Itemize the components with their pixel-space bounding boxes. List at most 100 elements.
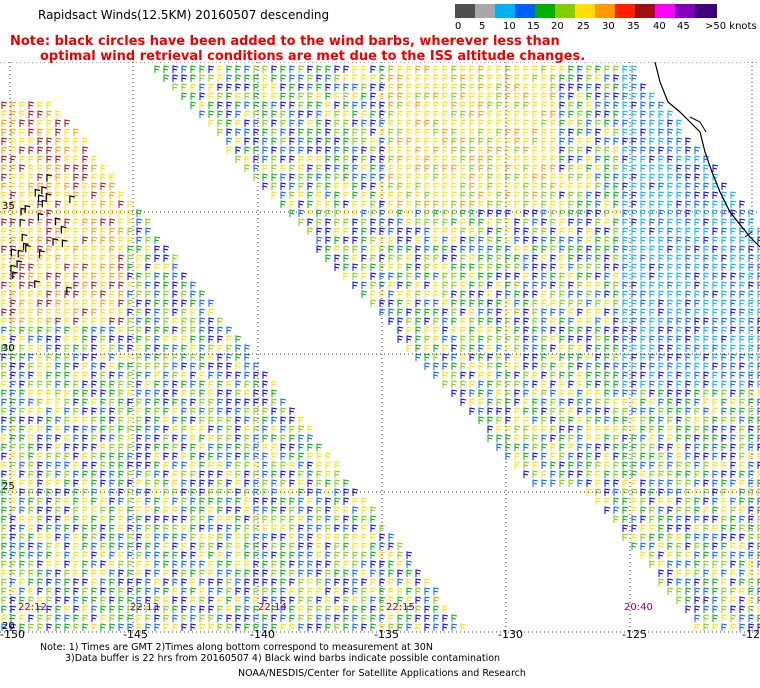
wind-barb	[361, 137, 368, 145]
wind-barb	[118, 380, 125, 388]
wind-barb	[10, 578, 17, 586]
wind-barb	[667, 497, 674, 505]
wind-barb	[343, 533, 350, 541]
wind-barb	[28, 578, 35, 586]
wind-barb	[532, 407, 539, 415]
wind-barb	[469, 407, 476, 415]
wind-barb	[307, 74, 314, 82]
wind-barb	[622, 182, 629, 190]
wind-barb	[514, 452, 521, 460]
wind-barb	[757, 326, 760, 334]
wind-barb	[298, 452, 305, 460]
wind-barb	[586, 137, 593, 145]
wind-barb	[172, 335, 179, 343]
wind-barb	[478, 254, 485, 262]
wind-barb	[379, 263, 386, 271]
wind-barb	[352, 533, 359, 541]
wind-barb	[523, 218, 530, 226]
wind-barb	[703, 227, 710, 235]
wind-barb	[10, 128, 17, 136]
wind-barb	[676, 245, 683, 253]
wind-barb	[460, 308, 467, 316]
wind-barb	[541, 290, 548, 298]
wind-barb	[334, 101, 341, 109]
wind-barb	[712, 488, 719, 496]
wind-barb	[631, 533, 638, 541]
wind-barb	[478, 416, 485, 424]
wind-barb	[496, 353, 503, 361]
wind-barb	[181, 605, 188, 613]
wind-barb	[676, 155, 683, 163]
wind-barb	[154, 470, 161, 478]
wind-barb	[604, 488, 611, 496]
bay-outline	[689, 116, 753, 238]
wind-barb	[262, 389, 269, 397]
wind-barb	[361, 164, 368, 172]
wind-barb	[757, 299, 760, 307]
wind-barb	[568, 434, 575, 442]
wind-barb	[424, 92, 431, 100]
wind-barb	[469, 335, 476, 343]
wind-barb	[1, 461, 8, 469]
wind-barb	[28, 254, 35, 262]
wind-barb	[64, 209, 71, 217]
wind-barb	[289, 416, 296, 424]
longitude-label: -120	[742, 628, 760, 641]
wind-barb	[208, 587, 215, 595]
wind-barb	[19, 191, 26, 199]
wind-barb	[577, 299, 584, 307]
wind-barb	[640, 344, 647, 352]
wind-barb	[604, 470, 611, 478]
wind-barb	[298, 479, 305, 487]
wind-barb	[559, 74, 566, 82]
wind-barb	[577, 335, 584, 343]
wind-barb	[460, 353, 467, 361]
wind-barb	[703, 389, 710, 397]
wind-barb	[55, 542, 62, 550]
wind-barb	[91, 506, 98, 514]
wind-barb	[109, 182, 116, 190]
wind-barb	[433, 119, 440, 127]
wind-barb	[640, 542, 647, 550]
wind-barb	[226, 506, 233, 514]
wind-barb	[181, 596, 188, 604]
wind-barb	[577, 128, 584, 136]
wind-barb	[595, 479, 602, 487]
wind-barb	[136, 407, 143, 415]
wind-barb	[55, 416, 62, 424]
wind-barb	[487, 290, 494, 298]
wind-barb	[712, 254, 719, 262]
wind-barb	[154, 407, 161, 415]
wind-barb	[406, 263, 413, 271]
wind-barb	[703, 380, 710, 388]
wind-barb	[154, 596, 161, 604]
wind-barb	[136, 236, 143, 244]
wind-barb	[658, 434, 665, 442]
wind-barb	[289, 173, 296, 181]
wind-barb	[721, 407, 728, 415]
wind-barb	[10, 191, 17, 199]
wind-barb	[163, 254, 170, 262]
wind-barb	[91, 254, 98, 262]
wind-barb	[478, 245, 485, 253]
wind-barb	[730, 272, 737, 280]
wind-barb	[199, 416, 206, 424]
wind-barb	[262, 101, 269, 109]
wind-barb	[505, 146, 512, 154]
wind-barb	[685, 236, 692, 244]
wind-barb	[622, 92, 629, 100]
wind-barb	[343, 245, 350, 253]
wind-barb	[280, 443, 287, 451]
wind-barb	[226, 533, 233, 541]
wind-barb	[694, 605, 701, 613]
wind-barb	[658, 137, 665, 145]
wind-barb	[172, 506, 179, 514]
wind-barb	[559, 173, 566, 181]
wind-barb	[37, 569, 44, 577]
wind-barb	[631, 74, 638, 82]
wind-barb	[568, 119, 575, 127]
wind-barb	[316, 218, 323, 226]
wind-barb	[316, 605, 323, 613]
wind-barb	[604, 128, 611, 136]
wind-barb	[685, 488, 692, 496]
